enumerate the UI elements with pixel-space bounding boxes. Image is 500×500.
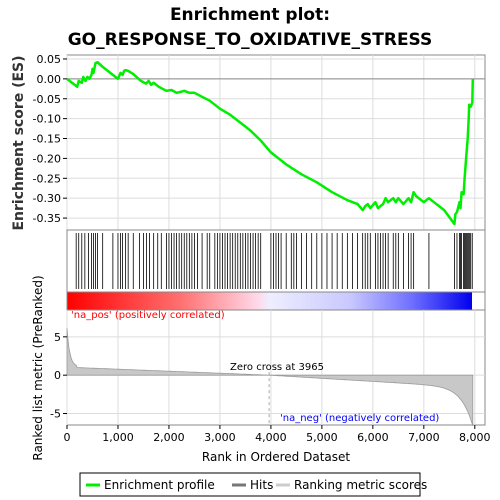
- chart-title-line1: Enrichment plot:: [170, 5, 330, 25]
- hits-marks: [75, 233, 473, 289]
- es-tick-label: -0.20: [33, 152, 61, 165]
- x-tick-label: 7,000: [408, 431, 440, 444]
- legend-enrichment-label: Enrichment profile: [104, 478, 215, 492]
- x-tick-label: 1,000: [102, 431, 134, 444]
- es-grid: [66, 55, 485, 230]
- metric-y-ticks: 5 0 -5: [50, 331, 67, 421]
- metric-tick-label: 5: [54, 331, 61, 344]
- metric-panel: [66, 309, 486, 426]
- neg-annotation: 'na_neg' (negatively correlated): [280, 413, 439, 424]
- es-tick-label: -0.10: [33, 113, 61, 126]
- enrichment-profile-line: [66, 60, 475, 226]
- x-tick-label: 3,000: [204, 431, 236, 444]
- ranking-metric-area: [66, 328, 474, 426]
- x-axis-label: Rank in Ordered Dataset: [202, 450, 350, 464]
- es-tick-label: -0.30: [33, 192, 61, 205]
- es-tick-label: 0.05: [37, 53, 62, 66]
- es-tick-label: -0.15: [33, 133, 61, 146]
- zero-cross-annotation: Zero cross at 3965: [230, 362, 324, 373]
- x-tick-label: 5,000: [306, 431, 338, 444]
- metric-tick-label: 0: [54, 369, 61, 382]
- es-tick-label: -0.05: [33, 93, 61, 106]
- legend-frame: [79, 472, 421, 497]
- chart-title-line2: GO_RESPONSE_TO_OXIDATIVE_STRESS: [68, 30, 433, 50]
- es-tick-label: -0.25: [33, 172, 61, 185]
- legend: Enrichment profile Hits Ranking metric s…: [79, 472, 427, 497]
- pos-annotation: 'na_pos' (positively correlated): [71, 310, 225, 321]
- es-tick-label: 0.00: [37, 73, 62, 86]
- x-ticks: 0 1,000 2,000 3,000 4,000 5,000 6,000 7,000 8,00…: [64, 425, 491, 444]
- x-tick-label: 4,000: [255, 431, 287, 444]
- metric-tick-label: -5: [50, 408, 61, 421]
- x-tick-label: 0: [64, 431, 71, 444]
- x-tick-label: 8,000: [459, 431, 491, 444]
- legend-metric-label: Ranking metric scores: [294, 478, 427, 492]
- es-tick-label: -0.35: [33, 212, 61, 225]
- correlation-bar: [67, 292, 472, 310]
- x-tick-label: 2,000: [153, 431, 185, 444]
- es-panel: [66, 54, 486, 231]
- x-tick-label: 6,000: [357, 431, 389, 444]
- metric-y-axis-label: Ranked list metric (PreRanked): [31, 275, 45, 460]
- es-y-axis-label: Enrichment score (ES): [11, 55, 27, 230]
- es-y-ticks: 0.05 0.00 -0.05 -0.10 -0.15 -0.20 -0.25 -0.30 -0…: [33, 53, 67, 225]
- legend-hits-label: Hits: [250, 478, 273, 492]
